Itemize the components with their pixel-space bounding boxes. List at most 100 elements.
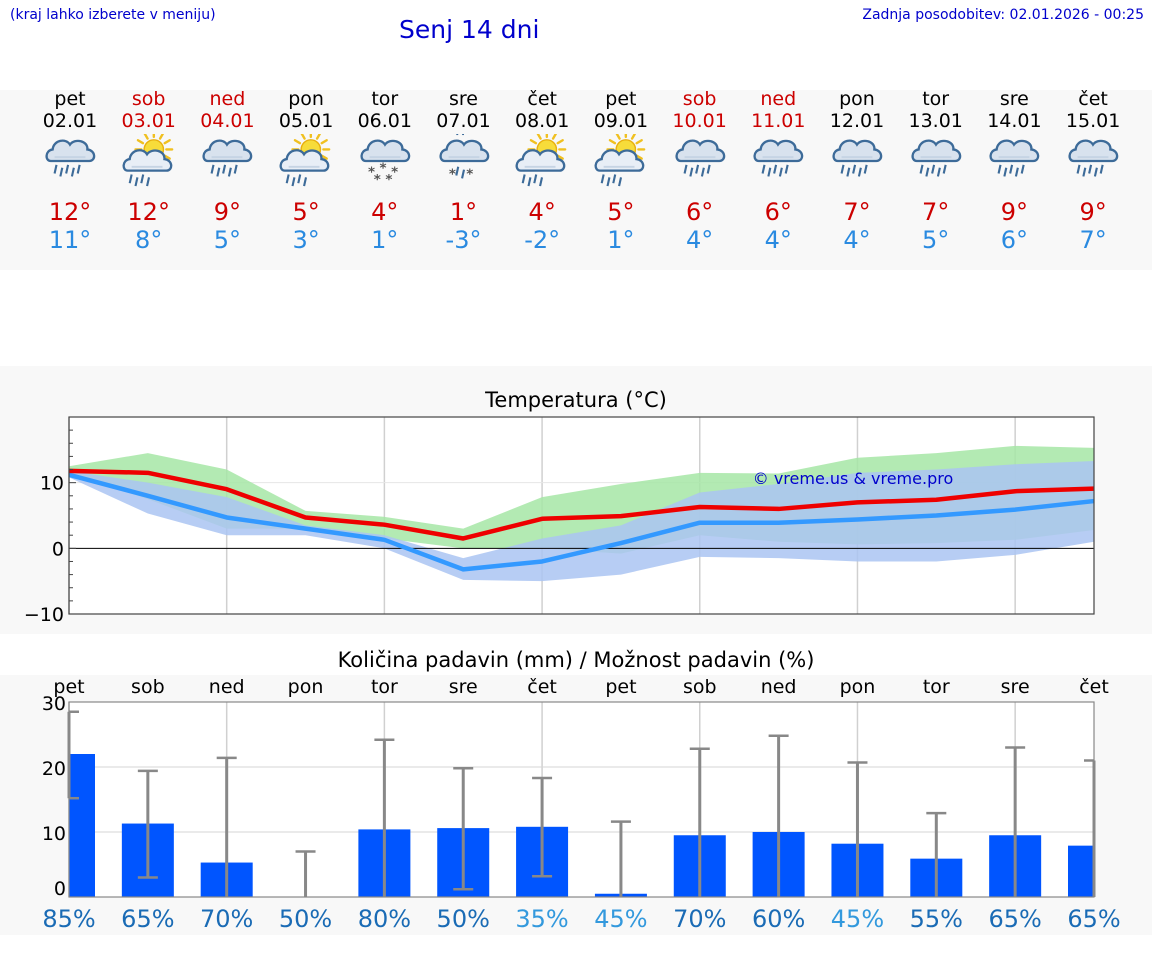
temperature-chart-title: Temperatura (°C)	[485, 388, 667, 412]
sun-cloud-rain-icon	[515, 134, 567, 187]
day-label: pet	[605, 676, 636, 698]
rain-icon	[202, 139, 253, 177]
forecast-max-temp: 7°	[922, 198, 950, 226]
sun-cloud-rain-icon	[594, 134, 646, 187]
sun-ray	[556, 139, 565, 145]
forecast-date: 02.01	[42, 110, 98, 132]
forecast-day: čet 08.01 4° -2°	[502, 88, 582, 258]
rain-drop	[128, 174, 133, 184]
rain-drop	[521, 174, 526, 184]
rain-drop	[139, 174, 144, 184]
sun-cloud-rain-icon	[279, 134, 331, 187]
rain-drop	[925, 167, 930, 177]
sun-ray	[158, 134, 164, 140]
rain-icon	[911, 139, 961, 177]
rain-drop	[930, 164, 935, 174]
day-label: ned	[761, 676, 797, 698]
forecast-day: pet 09.01 5° 1°	[581, 88, 661, 258]
forecast-day-name: ned	[209, 88, 246, 110]
forecast-max-temp: 6°	[764, 198, 792, 226]
forecast-max-temp: 12°	[48, 198, 92, 226]
day-label: sre	[449, 676, 478, 698]
precip-probability: 50%	[279, 905, 332, 933]
forecast-band	[0, 90, 1152, 270]
rain-drop	[53, 164, 58, 174]
day-label: ned	[209, 676, 245, 698]
precip-probability: 80%	[358, 905, 411, 933]
rain-icon	[989, 139, 1040, 177]
rain-drop	[216, 167, 221, 177]
snow-flake: *	[379, 161, 386, 177]
rain-drop	[1015, 167, 1020, 177]
sun-ray	[615, 134, 621, 140]
rain-icon	[832, 139, 883, 177]
rain-drop	[145, 177, 150, 187]
rain-drop	[70, 167, 75, 177]
snow-flake: *	[391, 164, 398, 180]
min-range-band	[69, 460, 1094, 582]
rain-drop	[846, 167, 851, 177]
forecast-min-temp: 5°	[922, 226, 950, 254]
y-tick-label: 0	[52, 538, 64, 560]
snow-flake: *	[448, 166, 455, 182]
cloud-shape	[753, 139, 804, 163]
forecast-min-temp: -3°	[445, 226, 482, 254]
rain-drop	[852, 164, 857, 174]
forecast-day: ned 11.01 6° 4°	[738, 88, 818, 258]
rain-drop	[612, 174, 617, 184]
forecast-day-name: tor	[371, 88, 399, 110]
sun-ray	[315, 134, 322, 140]
rain-drop	[303, 177, 308, 187]
location-hint-link[interactable]: (kraj lahko izberete v meniju)	[10, 7, 216, 23]
max-temp-line	[68, 468, 1095, 541]
forecast-day-name: pet	[605, 88, 637, 110]
day-label: čet	[1079, 676, 1109, 698]
forecast-min-temp: 4°	[685, 226, 714, 254]
sun-ray	[635, 139, 643, 145]
precip-probability: 45%	[594, 905, 647, 933]
y-tick-label: 10	[40, 473, 64, 495]
forecast-max-temp: 9°	[213, 198, 242, 226]
sun-ray	[320, 139, 328, 145]
day-label: čet	[527, 676, 557, 698]
forecast-day: pet 02.01 12° 11°	[30, 88, 110, 258]
forecast-max-temp: 4°	[528, 198, 556, 226]
rain-drop	[767, 167, 772, 177]
plot-frame	[68, 701, 1095, 898]
rain-icon	[45, 139, 96, 177]
rain-drop	[228, 167, 233, 177]
snow-icon: * * ** *	[360, 139, 411, 188]
precip-probability: 65%	[121, 905, 174, 933]
day-label: pon	[840, 676, 876, 698]
forecast-date: 14.01	[987, 110, 1042, 132]
rain-drop	[234, 164, 239, 174]
forecast-date: 12.01	[829, 110, 885, 132]
forecast-max-temp: 5°	[607, 198, 635, 226]
precip-probability: 45%	[831, 905, 884, 933]
rain-drop	[291, 177, 296, 187]
sun-ray	[630, 134, 636, 140]
forecast-day-name: čet	[527, 88, 557, 110]
forecast-day-name: sob	[131, 88, 166, 110]
forecast-day: sre 07.01 1° -3° * *	[424, 88, 504, 258]
forecast-min-temp: 1°	[607, 226, 635, 254]
forecast-max-temp: 9°	[1000, 198, 1029, 226]
cloud-shape	[122, 149, 173, 172]
snow-icon: * * ** *	[360, 139, 411, 188]
rain-drop	[222, 164, 227, 174]
cloud-shape	[1068, 139, 1119, 163]
forecast-date: 07.01	[436, 110, 491, 132]
rain-drop	[76, 164, 81, 174]
rain-drop	[617, 177, 622, 187]
snow-flake: *	[385, 172, 392, 188]
forecast-min-temp: -2°	[524, 226, 561, 254]
rain-drop	[761, 164, 766, 174]
forecast-day: čet 15.01 9° 7°	[1053, 88, 1133, 258]
forecast-min-temp: 3°	[292, 226, 320, 254]
forecast-max-temp: 12°	[127, 198, 170, 226]
precip-probability: 55%	[910, 905, 963, 933]
forecast-date: 06.01	[357, 110, 412, 132]
forecast-day: sob 10.01 6° 4°	[660, 88, 740, 258]
rain-drop	[1076, 164, 1081, 174]
